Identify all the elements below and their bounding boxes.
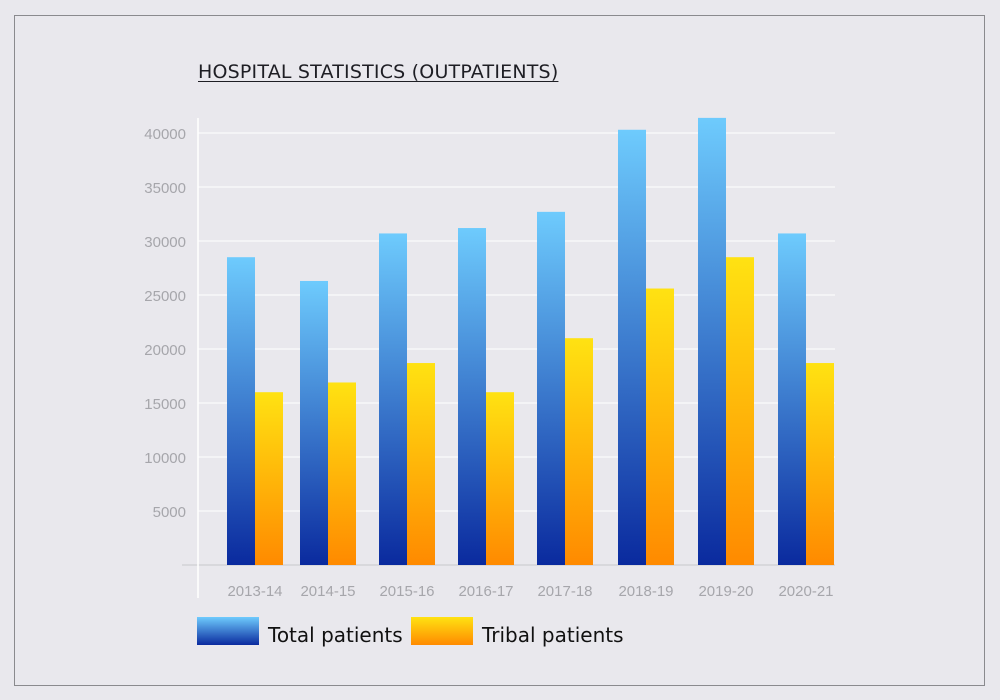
y-tick-label: 20000: [144, 342, 186, 359]
bar-total-patients: [227, 257, 255, 565]
x-tick-label: 2014-15: [300, 583, 355, 600]
tick-labels: 5000 10000 15000 20000 25000 30000 35000 40000 2…: [144, 126, 833, 600]
bar-total-patients: [379, 233, 407, 565]
x-tick-label: 2017-18: [537, 583, 592, 600]
bar-total-patients: [537, 211, 565, 565]
legend-swatch-total: [197, 617, 259, 645]
chart-title: HOSPITAL STATISTICS (OUTPATIENTS): [198, 61, 559, 83]
chart-frame: [14, 15, 985, 686]
y-tick-label: 15000: [144, 396, 186, 413]
y-tick-label: 5000: [153, 504, 186, 521]
bar-total-patients: [778, 233, 806, 565]
bar-tribal-patients: [726, 257, 754, 565]
bar-tribal-patients: [407, 363, 435, 565]
x-tick-label: 2015-16: [379, 583, 434, 600]
legend-label-total: Total patients: [267, 623, 403, 647]
bar-tribal-patients: [806, 363, 834, 565]
legend-swatch-tribal: [411, 617, 473, 645]
x-tick-label: 2018-19: [618, 583, 673, 600]
bar-tribal-patients: [328, 382, 356, 565]
y-tick-label: 10000: [144, 450, 186, 467]
bars: [227, 117, 834, 566]
bar-total-patients: [300, 280, 328, 565]
legend-label-tribal: Tribal patients: [481, 623, 624, 647]
y-tick-label: 40000: [144, 126, 186, 143]
bar-total-patients: [458, 228, 486, 566]
legend: Total patients Tribal patients: [197, 617, 624, 647]
bar-total-patients: [618, 129, 646, 565]
x-tick-label: 2019-20: [698, 583, 753, 600]
x-tick-label: 2013-14: [227, 583, 282, 600]
x-tick-label: 2020-21: [778, 583, 833, 600]
bar-total-patients: [698, 117, 726, 565]
bar-tribal-patients: [646, 288, 674, 565]
y-tick-label: 30000: [144, 234, 186, 251]
bar-tribal-patients: [255, 392, 283, 565]
bar-tribal-patients: [486, 392, 514, 565]
x-tick-label: 2016-17: [458, 583, 513, 600]
bar-tribal-patients: [565, 338, 593, 565]
y-tick-label: 35000: [144, 180, 186, 197]
y-tick-label: 25000: [144, 288, 186, 305]
